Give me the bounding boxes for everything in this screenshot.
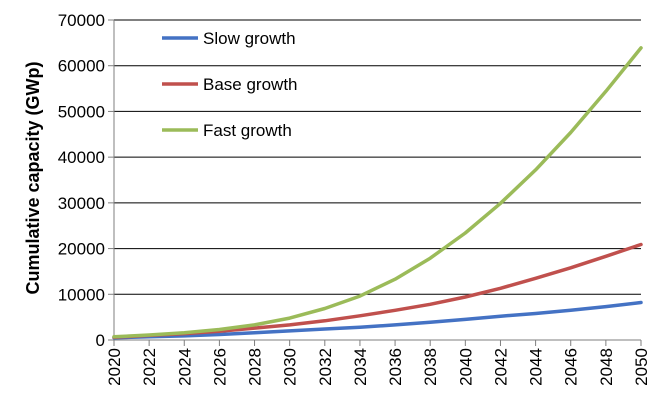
x-tick-label: 2050 bbox=[632, 348, 648, 386]
series-line-fast-growth bbox=[112, 46, 643, 339]
x-axis-ticks: 2020 2022 2024 2026 2028 2030 2032 2034 2036 2038… bbox=[105, 348, 648, 386]
y-tick-label: 50000 bbox=[58, 102, 105, 121]
series-line-slow-growth bbox=[112, 300, 643, 340]
y-tick-label: 20000 bbox=[58, 240, 105, 259]
x-tick-label: 2034 bbox=[351, 348, 370, 386]
y-axis-label: Cumulative capacity (GWp) bbox=[23, 61, 43, 294]
x-tick-label: 2032 bbox=[316, 348, 335, 386]
legend-label: Base growth bbox=[203, 75, 298, 94]
y-tick-label: 70000 bbox=[58, 11, 105, 30]
x-tick-label: 2038 bbox=[421, 348, 440, 386]
y-axis-ticks: 0 10000 20000 30000 40000 50000 60000 70000 bbox=[58, 11, 105, 350]
x-tick-label: 2044 bbox=[527, 348, 546, 386]
legend-label: Fast growth bbox=[203, 121, 292, 140]
x-tick-label: 2024 bbox=[175, 348, 194, 386]
y-tick-label: 30000 bbox=[58, 194, 105, 213]
x-tick-label: 2048 bbox=[597, 348, 616, 386]
y-tick-label: 40000 bbox=[58, 148, 105, 167]
gridlines bbox=[108, 19, 642, 346]
x-tick-label: 2028 bbox=[246, 348, 265, 386]
x-tick-label: 2022 bbox=[140, 348, 159, 386]
y-tick-label: 60000 bbox=[58, 57, 105, 76]
series-lines bbox=[112, 46, 643, 340]
y-tick-label: 0 bbox=[96, 331, 105, 350]
x-tick-label: 2046 bbox=[562, 348, 581, 386]
x-tick-label: 2040 bbox=[456, 348, 475, 386]
x-tick-label: 2036 bbox=[386, 348, 405, 386]
x-tick-label: 2020 bbox=[105, 348, 124, 386]
legend-label: Slow growth bbox=[203, 29, 296, 48]
legend: Slow growth Base growth Fast growth bbox=[162, 29, 298, 140]
y-tick-label: 10000 bbox=[58, 285, 105, 304]
x-tick-label: 2026 bbox=[210, 348, 229, 386]
x-tick-label: 2042 bbox=[491, 348, 510, 386]
series-line-base-growth bbox=[112, 242, 643, 340]
x-tick-label: 2030 bbox=[281, 348, 300, 386]
